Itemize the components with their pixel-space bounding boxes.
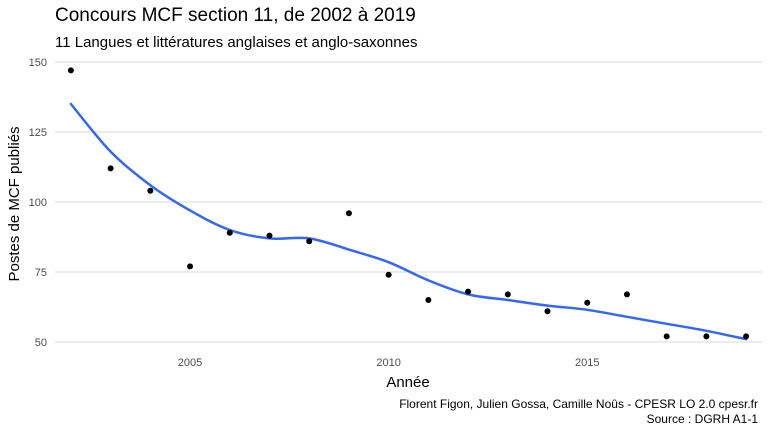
y-tick-label: 150 bbox=[29, 57, 47, 69]
chart-subtitle: 11 Langues et littératures anglaises et … bbox=[55, 34, 417, 51]
x-tick-label: 2010 bbox=[376, 357, 400, 369]
data-point bbox=[346, 210, 352, 216]
data-point bbox=[664, 333, 670, 339]
data-point bbox=[545, 308, 551, 314]
data-point bbox=[425, 297, 431, 303]
data-point bbox=[108, 165, 114, 171]
points-layer bbox=[68, 67, 749, 339]
data-point bbox=[187, 263, 193, 269]
gridlines bbox=[55, 62, 762, 342]
data-point bbox=[624, 291, 630, 297]
chart-title: Concours MCF section 11, de 2002 à 2019 bbox=[55, 5, 416, 26]
data-point bbox=[703, 333, 709, 339]
y-tick-label: 50 bbox=[35, 337, 47, 349]
caption-source: Source : DGRH A1-1 bbox=[647, 412, 759, 426]
data-point bbox=[386, 272, 392, 278]
data-point bbox=[743, 333, 749, 339]
data-point bbox=[266, 233, 272, 239]
data-point bbox=[147, 188, 153, 194]
x-axis-ticks: 2005 2010 2015 bbox=[178, 357, 600, 369]
x-axis-title: Année bbox=[386, 374, 429, 391]
data-point bbox=[68, 67, 74, 73]
data-point bbox=[227, 230, 233, 236]
data-point bbox=[584, 300, 590, 306]
x-tick-label: 2005 bbox=[178, 357, 202, 369]
y-tick-label: 100 bbox=[29, 197, 47, 209]
data-point bbox=[465, 289, 471, 295]
smooth-line-layer bbox=[71, 104, 746, 339]
x-tick-label: 2015 bbox=[575, 357, 599, 369]
caption-authors: Florent Figon, Julien Gossa, Camille Noû… bbox=[399, 397, 758, 411]
y-axis-ticks: 50 75 100 125 150 bbox=[29, 57, 47, 349]
y-axis-title: Postes de MCF publiés bbox=[6, 126, 23, 281]
data-point bbox=[306, 238, 312, 244]
smooth-trend-line bbox=[71, 104, 746, 339]
data-point bbox=[505, 291, 511, 297]
y-tick-label: 75 bbox=[35, 267, 47, 279]
y-tick-label: 125 bbox=[29, 127, 47, 139]
